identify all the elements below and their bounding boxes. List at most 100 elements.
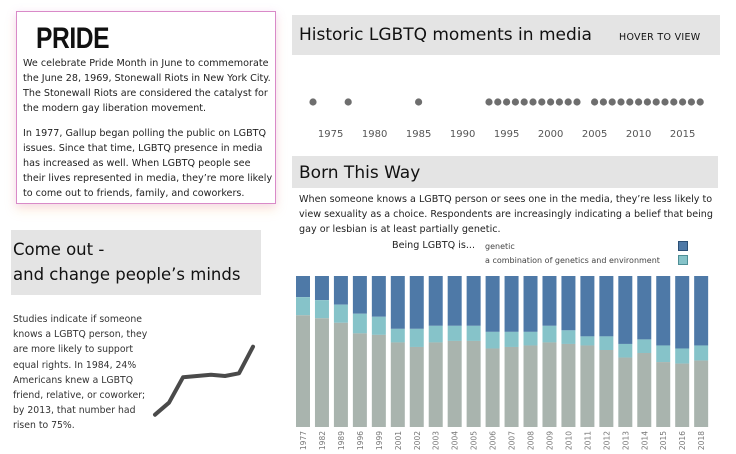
media-moment-dot[interactable]: [503, 98, 511, 106]
media-moment-dot[interactable]: [617, 98, 625, 106]
media-moment-dot[interactable]: [573, 98, 581, 106]
bar-combination[interactable]: [485, 331, 500, 349]
bar-genetic[interactable]: [371, 276, 386, 317]
bar-combination[interactable]: [447, 325, 462, 341]
bar-genetic[interactable]: [542, 276, 557, 326]
bar-genetic[interactable]: [447, 276, 462, 326]
media-moment-dot[interactable]: [591, 98, 599, 106]
bar-other[interactable]: [504, 346, 519, 427]
media-moment-dot[interactable]: [635, 98, 643, 106]
bar-genetic[interactable]: [409, 276, 424, 329]
media-moment-dot[interactable]: [494, 98, 502, 106]
bar-genetic[interactable]: [390, 276, 405, 329]
bar-other[interactable]: [523, 345, 538, 427]
bar-combination[interactable]: [694, 345, 709, 361]
media-moment-dot[interactable]: [485, 98, 493, 106]
bar-other[interactable]: [561, 343, 576, 427]
bar-genetic[interactable]: [675, 276, 690, 349]
bar-combination[interactable]: [333, 304, 348, 323]
bar-genetic[interactable]: [523, 276, 538, 332]
bar-genetic[interactable]: [428, 276, 443, 326]
bar-genetic[interactable]: [352, 276, 367, 314]
bar-combination[interactable]: [352, 313, 367, 334]
bar-combination[interactable]: [371, 316, 386, 335]
bar-other[interactable]: [428, 342, 443, 427]
media-moment-dot[interactable]: [555, 98, 563, 106]
media-moment-dot[interactable]: [415, 98, 423, 106]
media-moment-dot[interactable]: [520, 98, 528, 106]
bar-combination[interactable]: [390, 328, 405, 343]
bar-other[interactable]: [485, 348, 500, 427]
media-moment-dot[interactable]: [344, 98, 352, 106]
media-moment-dot[interactable]: [661, 98, 669, 106]
media-moment-dot[interactable]: [687, 98, 695, 106]
bar-other[interactable]: [390, 342, 405, 427]
bar-genetic[interactable]: [637, 276, 652, 340]
bar-combination[interactable]: [637, 339, 652, 354]
knows-lgbtq-trend-line[interactable]: [153, 344, 255, 417]
media-moment-dot[interactable]: [538, 98, 546, 106]
bar-combination[interactable]: [542, 325, 557, 343]
bar-other[interactable]: [637, 353, 652, 427]
media-moment-dot[interactable]: [564, 98, 572, 106]
bar-genetic[interactable]: [599, 276, 614, 337]
media-moment-dot[interactable]: [679, 98, 687, 106]
bar-other[interactable]: [352, 333, 367, 427]
knows-lgbtq-line-chart[interactable]: [150, 335, 260, 425]
bar-other[interactable]: [656, 362, 671, 427]
legend-combination-swatch[interactable]: [678, 255, 688, 265]
media-moments-timeline[interactable]: 1975 1980 1985 1990 1995 2000 2005 2010 2015: [292, 84, 722, 144]
bar-combination[interactable]: [580, 336, 595, 346]
legend-genetic-swatch[interactable]: [678, 241, 688, 251]
bar-other[interactable]: [580, 345, 595, 427]
bar-other[interactable]: [618, 357, 633, 427]
born-this-way-bar-chart[interactable]: 1977 1982 1989 1996 1999 2001 2002 2003 2004 2005…: [292, 274, 724, 454]
bar-genetic[interactable]: [466, 276, 481, 326]
media-moment-dot[interactable]: [599, 98, 607, 106]
bar-genetic[interactable]: [561, 276, 576, 331]
bar-other[interactable]: [409, 346, 424, 427]
bar-combination[interactable]: [314, 300, 329, 319]
bar-combination[interactable]: [504, 331, 519, 347]
bar-other[interactable]: [371, 334, 386, 427]
bar-other[interactable]: [333, 322, 348, 427]
bar-combination[interactable]: [656, 345, 671, 363]
bar-other[interactable]: [296, 315, 310, 427]
bar-other[interactable]: [694, 360, 709, 427]
bar-other[interactable]: [447, 340, 462, 427]
media-moment-dot[interactable]: [309, 98, 317, 106]
bar-genetic[interactable]: [485, 276, 500, 332]
bar-combination[interactable]: [466, 325, 481, 341]
bar-genetic[interactable]: [296, 276, 310, 298]
bar-genetic[interactable]: [580, 276, 595, 337]
bar-genetic[interactable]: [314, 276, 329, 301]
media-moment-dot[interactable]: [608, 98, 616, 106]
media-moment-dot[interactable]: [547, 98, 555, 106]
media-moment-dot[interactable]: [626, 98, 634, 106]
bar-genetic[interactable]: [694, 276, 709, 346]
media-moment-dot[interactable]: [696, 98, 704, 106]
bar-genetic[interactable]: [333, 276, 348, 305]
media-moment-dot[interactable]: [670, 98, 678, 106]
bar-combination[interactable]: [599, 336, 614, 350]
bar-combination[interactable]: [428, 325, 443, 343]
bar-combination[interactable]: [523, 331, 538, 346]
bar-genetic[interactable]: [656, 276, 671, 346]
media-moment-dot[interactable]: [652, 98, 660, 106]
bar-genetic[interactable]: [504, 276, 519, 332]
bar-combination[interactable]: [296, 297, 310, 316]
bar-combination[interactable]: [675, 348, 690, 364]
bar-other[interactable]: [542, 342, 557, 427]
bar-year-label: 2001: [394, 431, 403, 450]
bar-other[interactable]: [675, 363, 690, 427]
bar-combination[interactable]: [561, 330, 576, 344]
media-moment-dot[interactable]: [529, 98, 537, 106]
bar-combination[interactable]: [409, 328, 424, 347]
bar-genetic[interactable]: [618, 276, 633, 344]
bar-combination[interactable]: [618, 343, 633, 358]
bar-other[interactable]: [314, 318, 329, 427]
bar-other[interactable]: [466, 340, 481, 427]
media-moment-dot[interactable]: [511, 98, 519, 106]
media-moment-dot[interactable]: [643, 98, 651, 106]
bar-other[interactable]: [599, 349, 614, 427]
